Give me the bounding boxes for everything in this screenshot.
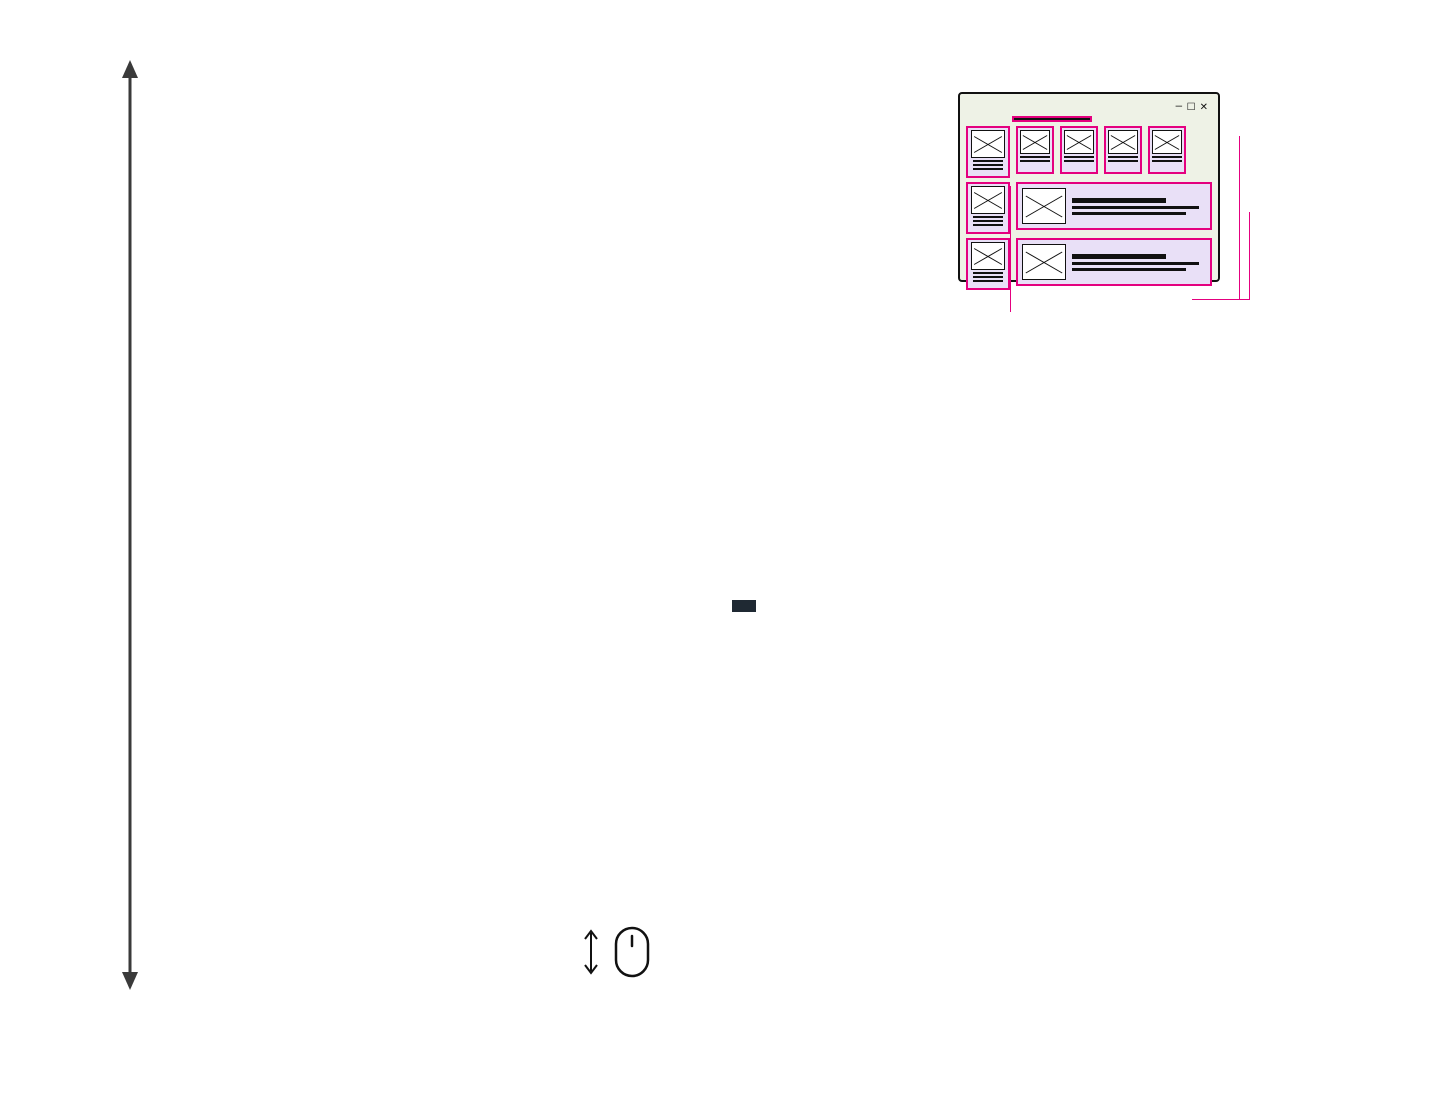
- illus-popover: [660, 730, 830, 822]
- mouse-icon: [612, 924, 652, 980]
- axis-arrow: [120, 60, 140, 990]
- illus-scroll-driven: [582, 924, 652, 988]
- illus-has: [732, 600, 756, 612]
- has-selector-box: [732, 600, 756, 612]
- diagram-canvas: —☐✕: [0, 0, 1432, 1094]
- updown-arrow-icon: [582, 927, 600, 977]
- illus-view-transition: [812, 402, 1130, 520]
- illus-container-query: —☐✕: [958, 92, 1220, 282]
